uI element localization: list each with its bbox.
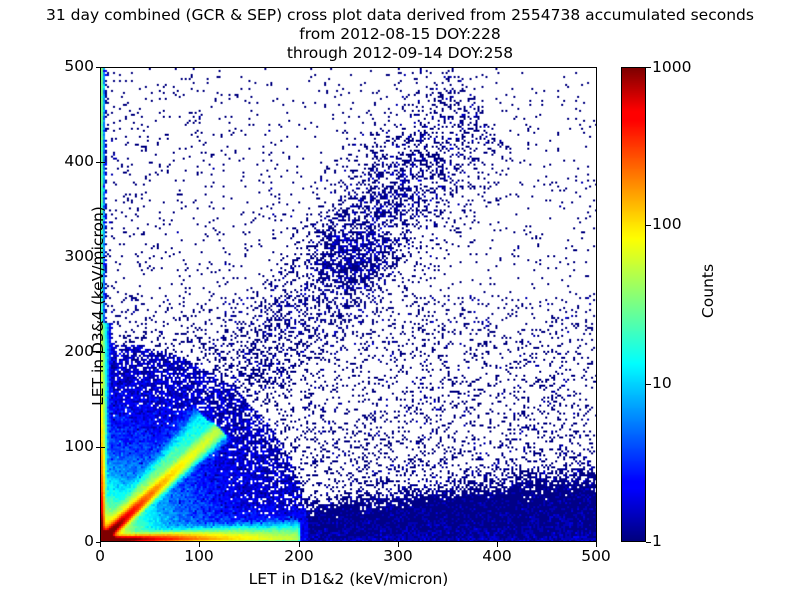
ytick-inner-400 — [101, 162, 105, 163]
ytick-inner-500 — [101, 67, 105, 68]
colorbar-label: Counts — [699, 263, 717, 319]
ytick-label-400: 400 — [64, 152, 94, 170]
ytick-mark-200 — [96, 352, 101, 353]
x-axis-label: LET in D1&2 (keV/micron) — [248, 570, 449, 588]
plot-axes — [100, 67, 597, 542]
xtick-label-400: 400 — [482, 547, 512, 565]
xtick-mark-100 — [199, 542, 200, 547]
ytick-label-200: 200 — [64, 342, 94, 360]
title-line-2: from 2012-08-15 DOY:228 — [299, 25, 501, 43]
scatter-density-plot — [101, 68, 596, 541]
ytick-label-500: 500 — [64, 57, 94, 75]
ytick-inner-100 — [101, 447, 105, 448]
xtick-mark-400 — [497, 542, 498, 547]
xtick-label-200: 200 — [284, 547, 314, 565]
colorbar-tick-mark-1000 — [646, 67, 651, 68]
colorbar-tick-mark-100 — [646, 225, 651, 226]
colorbar-tick-mark-1 — [646, 542, 651, 543]
colorbar — [621, 67, 646, 542]
xtick-mark-200 — [299, 542, 300, 547]
colorbar-tick-label-1: 1 — [652, 532, 662, 550]
ytick-mark-300 — [96, 257, 101, 258]
title-line-1: 31 day combined (GCR & SEP) cross plot d… — [46, 6, 754, 24]
ytick-mark-0 — [96, 542, 101, 543]
colorbar-gradient — [621, 67, 646, 542]
xtick-label-100: 100 — [184, 547, 214, 565]
title-line-3: through 2012-09-14 DOY:258 — [286, 44, 514, 62]
xtick-mark-300 — [398, 542, 399, 547]
xtick-label-500: 500 — [581, 547, 611, 565]
ytick-label-0: 0 — [84, 532, 94, 550]
ytick-mark-400 — [96, 162, 101, 163]
xtick-label-300: 300 — [383, 547, 413, 565]
ytick-label-100: 100 — [64, 437, 94, 455]
colorbar-tick-label-1000: 1000 — [652, 58, 692, 76]
colorbar-tick-label-100: 100 — [652, 215, 682, 233]
ytick-mark-100 — [96, 447, 101, 448]
y-axis-label: LET in D3&4 (keV/micron) — [89, 206, 107, 406]
chart-title: 31 day combined (GCR & SEP) cross plot d… — [0, 6, 800, 63]
ytick-label-300: 300 — [64, 247, 94, 265]
ytick-mark-500 — [96, 67, 101, 68]
colorbar-tick-label-10: 10 — [652, 374, 672, 392]
colorbar-canvas — [622, 68, 645, 541]
xtick-mark-0 — [100, 542, 101, 547]
xtick-mark-500 — [596, 542, 597, 547]
xtick-label-0: 0 — [95, 547, 105, 565]
ytick-inner-200 — [101, 352, 105, 353]
ytick-inner-300 — [101, 257, 105, 258]
colorbar-tick-mark-10 — [646, 384, 651, 385]
